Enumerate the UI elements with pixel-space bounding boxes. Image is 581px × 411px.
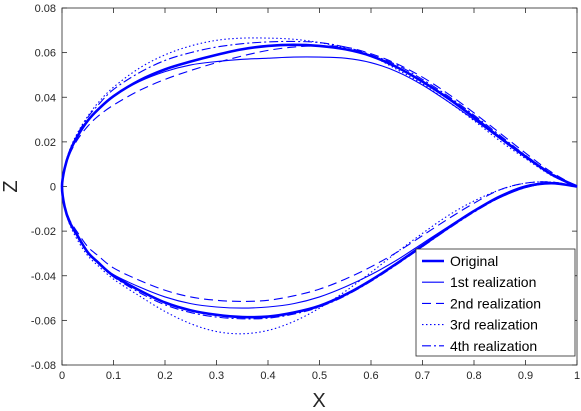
legend-label-5: 4th realization: [450, 338, 537, 354]
x-tick-label: 0.5: [312, 370, 327, 382]
y-tick-label: -0.08: [31, 360, 56, 372]
x-axis-label: X: [312, 390, 325, 411]
legend-box: [415, 248, 576, 357]
series-line-2: [61, 56, 578, 309]
legend-label-4: 3rd realization: [450, 317, 538, 333]
series-lines: [60, 37, 578, 335]
x-tick-label: 0.9: [518, 370, 533, 382]
y-tick-label: -0.06: [31, 315, 56, 327]
x-tick-label: 0.7: [415, 370, 430, 382]
x-tick-label: 0.3: [209, 370, 224, 382]
legend-entries: Original 1st realization 2nd realization 3r…: [422, 253, 541, 354]
x-tick-label: 0.8: [466, 370, 481, 382]
y-tick-label: -0.02: [31, 226, 56, 238]
y-axis-label: Z: [0, 180, 22, 192]
x-tick-label: 1: [574, 370, 580, 382]
x-tick-label: 0: [59, 370, 65, 382]
legend-label-3: 2nd realization: [450, 295, 541, 311]
y-tick-label: -0.04: [31, 271, 56, 283]
y-tick-label: 0.02: [35, 137, 56, 149]
legend-label-2: 1st realization: [450, 274, 536, 290]
y-tick-label: 0.08: [35, 3, 56, 15]
legend: Original 1st realization 2nd realization 3r…: [415, 248, 576, 357]
series-line-5: [61, 40, 578, 320]
series-line-4: [61, 37, 578, 335]
axis-ticks: 0 0.1 0.2 0.3 0.4 0.5 0.6 0.7 0.8 0.9 1 -0.08 -0.06 -…: [31, 3, 580, 382]
y-tick-label: 0: [50, 182, 56, 194]
series-line-3: [61, 45, 578, 302]
x-tick-label: 0.2: [157, 370, 172, 382]
y-tick-label: 0.04: [35, 92, 56, 104]
legend-label-1: Original: [450, 253, 498, 269]
x-tick-label: 0.6: [363, 370, 378, 382]
x-tick-label: 0.4: [260, 370, 275, 382]
y-tick-label: 0.06: [35, 48, 56, 60]
x-tick-label: 0.1: [106, 370, 121, 382]
